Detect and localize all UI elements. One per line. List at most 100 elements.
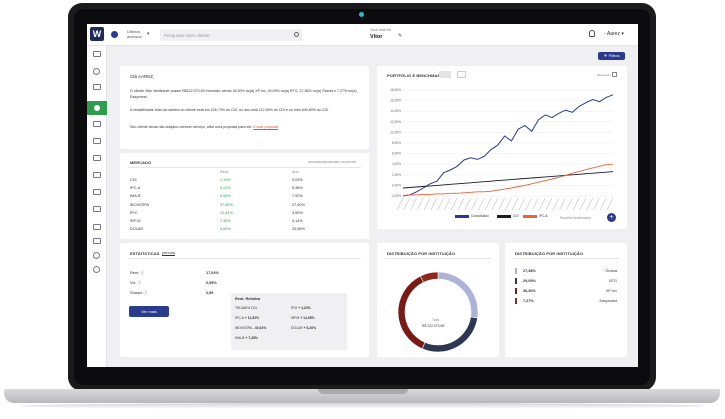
institutions-list-title: DISTRIBUIÇÃO POR INSTITUIÇÃO xyxy=(515,251,584,256)
welcome-line-2: A rentabilidade total da carteira do cli… xyxy=(130,108,330,112)
edit-icon[interactable]: ✎ xyxy=(398,33,403,39)
search-icon[interactable] xyxy=(294,32,299,37)
market-row-name: IRF-M xyxy=(130,219,141,223)
share-icon[interactable] xyxy=(93,68,100,75)
series-line-ipc-a xyxy=(402,163,614,196)
market-row-ano: 5,38% xyxy=(292,186,303,191)
relative-item-label: IRFM xyxy=(291,316,301,320)
greeting: Olá AAREZ, xyxy=(130,74,155,79)
dashboard-icon xyxy=(94,105,100,111)
tab-periodo[interactable]: período xyxy=(162,251,175,255)
briefcase-icon[interactable] xyxy=(93,155,101,161)
document-icon[interactable] xyxy=(93,206,101,212)
bar-chart-toggle[interactable] xyxy=(457,71,466,78)
users-icon[interactable] xyxy=(93,138,101,144)
relative-item: IRFM + 14,95% xyxy=(291,316,315,320)
relative-box: Rent. Relativa TRL466% CDI IFIX + 4,23% I… xyxy=(231,293,347,350)
bell-icon[interactable] xyxy=(589,30,595,37)
legend-cdi: CDI xyxy=(513,214,519,218)
market-row-rent: 12,81% xyxy=(220,210,233,215)
market-row-ano: 4,59% xyxy=(292,210,303,215)
client-selector[interactable]: Últimos acessos xyxy=(127,29,142,39)
x-tick-mark xyxy=(539,197,546,211)
legend-swatch-consolidado xyxy=(455,215,469,218)
send-proposal-link[interactable]: Enviar proposta xyxy=(253,125,279,129)
donut-slice-btg[interactable] xyxy=(421,316,478,353)
chart-icon[interactable] xyxy=(93,84,101,90)
welcome-line-1: O cliente Vitor Beldesuer possui R$222.0… xyxy=(130,89,357,99)
y-tick-label: 6,00% xyxy=(392,152,401,156)
user-menu[interactable]: ◦ Aarez ▾ xyxy=(604,31,624,37)
camera-icon xyxy=(359,12,364,17)
market-row-ano: 20,56% xyxy=(292,227,305,232)
donut-slice--rama[interactable] xyxy=(437,271,479,319)
x-tick-mark xyxy=(451,197,458,211)
relative-item-label: TRL466% CDI xyxy=(235,306,257,310)
relative-item: IFIX + 4,23% xyxy=(291,306,311,310)
y-tick-label: -2,00% xyxy=(391,194,401,198)
series-line-consolidado xyxy=(402,94,614,197)
portfolio-title: PORTFÓLIO E BENCHMARK xyxy=(387,73,444,78)
line-chart-toggle[interactable] xyxy=(439,71,451,78)
sidebar-item-dashboard[interactable] xyxy=(87,101,107,115)
institutions-donut xyxy=(397,271,479,353)
market-row-ano: 7,92% xyxy=(292,194,303,199)
donut-slice-easynvest[interactable] xyxy=(419,271,439,283)
institution-name: Easynvest xyxy=(599,299,617,303)
app-screen: W Últimos acessos ▾ Pesquisar outro clie… xyxy=(87,24,638,367)
donut-card: DISTRIBUIÇÃO POR INSTITUIÇÃO Total R$ 22… xyxy=(377,243,499,357)
help-icon[interactable] xyxy=(93,266,100,273)
institution-pct: 29,09% xyxy=(523,279,536,283)
card-icon[interactable] xyxy=(93,172,101,178)
relative-item: IPC-A + 11,92% xyxy=(235,316,259,320)
x-tick-mark xyxy=(511,197,519,211)
filters-button[interactable]: ▼ Filtros xyxy=(598,52,625,60)
donut-title: DISTRIBUIÇÃO POR INSTITUIÇÃO xyxy=(387,251,456,256)
search-input[interactable]: Pesquisar outro cliente xyxy=(160,29,302,41)
portfolio-sub: Resultado xyxy=(597,73,611,77)
client-avatar xyxy=(111,31,118,38)
rss-icon[interactable] xyxy=(93,238,101,244)
stat-label: Sharpe ⓘ xyxy=(130,291,148,295)
choose-benchmarks-label[interactable]: Escolher benchmarks xyxy=(560,216,591,220)
institution-bar xyxy=(515,278,517,284)
donut-slice-xp-inv[interactable] xyxy=(397,275,426,350)
y-tick-label: 16,00% xyxy=(390,99,401,103)
market-row-name: IBOVESPA xyxy=(130,202,149,207)
viewing-name: Vitor xyxy=(370,34,383,40)
logo-icon[interactable]: W xyxy=(90,27,104,41)
market-row-ano: 27,40% xyxy=(292,202,305,207)
expand-icon[interactable] xyxy=(612,72,617,77)
welcome-line-3-text: Seu cliente ainda não adquiriu nenhum se… xyxy=(130,125,254,129)
relative-title: Rent. Relativa xyxy=(235,297,261,301)
pen-icon[interactable] xyxy=(93,121,101,127)
home-icon[interactable] xyxy=(93,189,101,195)
add-benchmark-button[interactable]: + xyxy=(607,213,616,222)
relative-item: DOLAR + 8,20% xyxy=(291,326,316,330)
see-more-button[interactable]: Ver mais xyxy=(129,306,169,317)
market-card: MERCADO acumulado/acumulado no período R… xyxy=(120,153,369,239)
institution-bar xyxy=(515,268,517,274)
x-tick-mark xyxy=(600,197,607,211)
x-tick-mark xyxy=(430,197,438,211)
y-tick-label: 8,00% xyxy=(392,141,401,145)
stat-value: 2,59 xyxy=(206,291,214,295)
x-tick-mark xyxy=(410,197,417,211)
calendar-icon[interactable] xyxy=(93,51,101,57)
legend-ipca: IPC-A xyxy=(539,214,548,218)
building-icon[interactable] xyxy=(93,224,101,230)
chevron-down-icon[interactable]: ▾ xyxy=(147,31,150,37)
market-row-name: IPC-A xyxy=(130,186,141,191)
settings-icon[interactable] xyxy=(93,252,100,259)
relative-item-value: + 14,95% xyxy=(300,316,315,320)
x-tick-mark xyxy=(491,197,499,211)
x-tick-mark xyxy=(417,197,424,211)
y-tick-label: 12,00% xyxy=(390,120,401,124)
user-name: Aarez xyxy=(606,31,620,37)
x-tick-mark xyxy=(545,197,553,211)
sidebar xyxy=(87,46,107,367)
x-tick-mark xyxy=(505,197,512,211)
statistics-card: ESTATÍSTICAS período Rent. ⓘ 17,04% Vol. ⓘ… xyxy=(120,243,369,357)
x-tick-mark xyxy=(518,197,526,211)
x-tick-mark xyxy=(606,197,614,211)
